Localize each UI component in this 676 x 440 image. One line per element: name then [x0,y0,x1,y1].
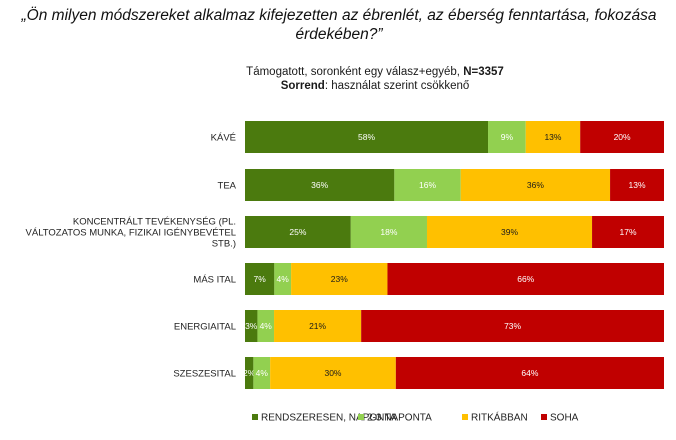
legend-entry: RENDSZERESEN, NAPONTA [261,413,397,424]
legend-swatch [541,414,547,420]
bar-segment [274,263,292,295]
legend-swatch [462,414,468,420]
data-label: 58% [358,132,375,142]
data-label: 18% [380,227,397,237]
data-label: 7% [254,274,267,284]
data-label: 4% [277,274,290,284]
category-label: MÁS ITAL [193,275,236,286]
data-label: 73% [504,321,521,331]
sample-note-text: Támogatott, soronként egy válasz+egyéb, [246,66,461,78]
bar-segment [592,216,664,248]
sample-note: Támogatott, soronként egy válasz+egyéb, … [140,65,610,79]
data-label: 4% [260,321,273,331]
data-label: 13% [544,132,561,142]
data-label: 9% [501,132,514,142]
bar-segment [245,357,254,389]
bar-segment [525,121,581,153]
legend-swatch [358,414,364,420]
bar-segment [460,169,611,201]
data-label: 64% [521,368,538,378]
legend-entry: 2-3 NAPONTA [367,413,432,424]
bar-segment [270,357,396,389]
category-label: KÁVÉ [211,133,236,144]
category-label: VÁLTOZATOS MUNKA, FIZIKAI IGÉNYBEVÉTEL [26,228,236,239]
bar-segment [580,121,664,153]
data-label: 17% [620,227,637,237]
legend-entry: RITKÁBBAN [471,411,528,424]
bar-segment [350,216,427,248]
data-label: 36% [527,180,544,190]
bar-segment [245,263,275,295]
bar-segment [274,310,362,342]
data-label: 13% [629,180,646,190]
bar-segment [291,263,388,295]
chart-title: „Ön milyen módszereket alkalmaz kifejeze… [21,7,657,43]
bar-segment [426,216,593,248]
legend-entry: SOHA [550,413,579,424]
bar-segment [253,357,271,389]
order-note-label: Sorrend [280,80,325,92]
data-label: 39% [501,227,518,237]
data-label: 30% [324,368,341,378]
data-label: 2% [243,368,256,378]
data-label: 4% [256,368,269,378]
bar-segment [245,216,351,248]
order-note: Sorrend: használat szerint csökkenő [140,79,610,93]
category-label: STB.) [212,239,236,250]
category-label: TEA [218,181,237,192]
bar-segment [245,310,258,342]
bar-segment [395,357,664,389]
bar-segment [387,263,664,295]
data-label: 20% [614,132,631,142]
bar-segment [257,310,275,342]
bar-segment [245,121,489,153]
data-label: 21% [309,321,326,331]
bar-segment [394,169,461,201]
data-label: 36% [311,180,328,190]
category-label: SZESZESITAL [173,369,236,380]
category-label: ENERGIAITAL [174,322,236,333]
bar-segment [245,169,395,201]
data-label: 66% [517,274,534,284]
data-label: 25% [289,227,306,237]
data-label: 3% [245,321,258,331]
bar-segment [610,169,664,201]
order-note-text: : használat szerint csökkenő [324,80,470,92]
bar-segment [488,121,526,153]
data-label: 23% [331,274,348,284]
legend-swatch [252,414,258,420]
sample-size: N=3357 [463,66,504,78]
category-label: KONCENTRÁLT TEVÉKENYSÉG (PL. [73,217,236,228]
data-label: 16% [419,180,436,190]
bar-segment [361,310,664,342]
